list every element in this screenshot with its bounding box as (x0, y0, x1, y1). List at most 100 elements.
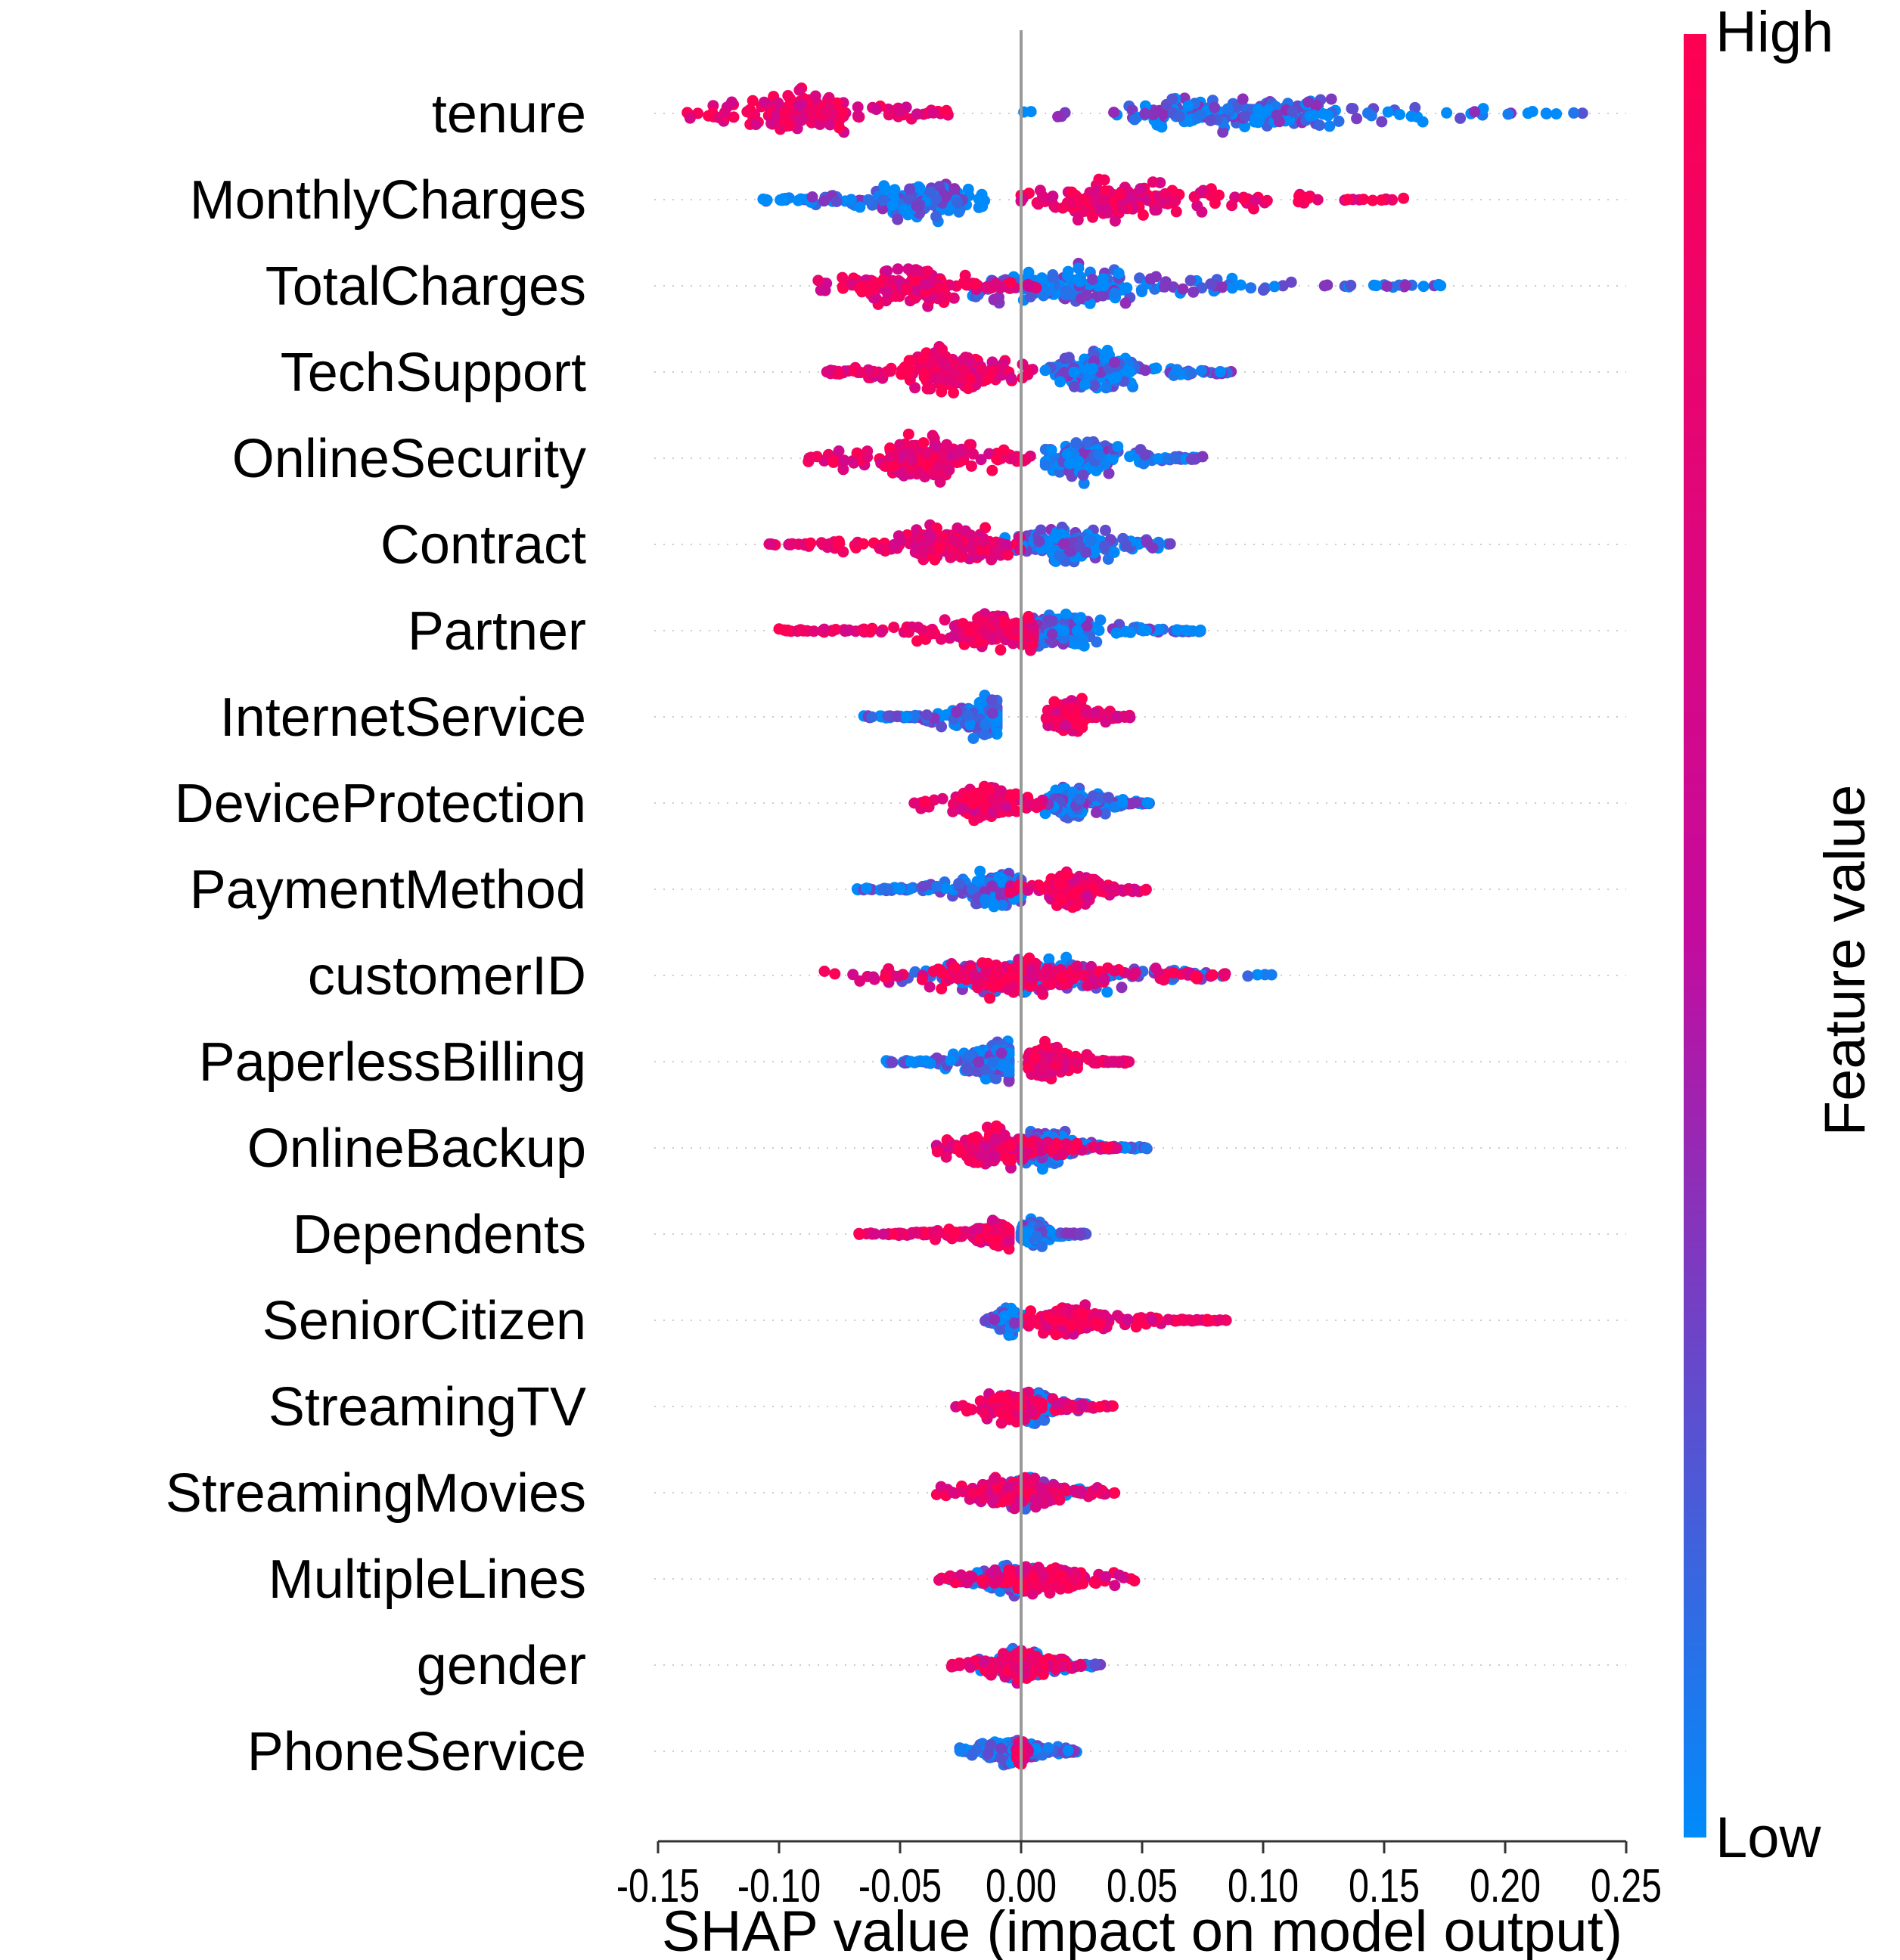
shap-point (979, 729, 991, 740)
shap-point (823, 91, 835, 104)
shap-point (1063, 352, 1075, 364)
shap-point (1023, 266, 1035, 278)
shap-point (886, 200, 899, 211)
shap-point (895, 535, 907, 546)
shap-point (712, 112, 725, 123)
shap-point (1188, 191, 1200, 203)
shap-point (883, 109, 895, 121)
shap-point (770, 108, 782, 120)
shap-point (1061, 448, 1073, 460)
shap-point (805, 537, 817, 549)
shap-point (1195, 109, 1206, 121)
shap-point (921, 447, 933, 459)
feature-row-InternetService (858, 690, 1136, 744)
shap-point (1576, 107, 1588, 119)
shap-point (930, 193, 942, 205)
shap-point (847, 969, 859, 981)
shap-point (1238, 194, 1250, 206)
shap-point (1409, 101, 1421, 113)
shap-point (1085, 535, 1097, 547)
shap-point (961, 792, 973, 804)
shap-point (1025, 106, 1037, 118)
shap-point (952, 1141, 964, 1153)
feature-row-Partner (773, 608, 1206, 656)
shap-point (854, 201, 866, 213)
shap-point (1047, 271, 1059, 284)
shap-point (1059, 366, 1070, 378)
shap-point (921, 460, 933, 472)
shap-point (882, 710, 894, 722)
shap-point (1060, 608, 1072, 620)
shap-point (1138, 457, 1150, 470)
shap-point (987, 1151, 999, 1163)
shap-point (820, 107, 831, 119)
shap-point (967, 733, 979, 744)
shap-point (896, 368, 908, 380)
shap-point (1129, 113, 1141, 126)
shap-point (934, 476, 946, 488)
shap-point (1045, 444, 1057, 456)
shap-point (1117, 202, 1129, 214)
shap-point (1027, 621, 1039, 633)
shap-point (1245, 282, 1257, 294)
shap-point (891, 711, 903, 723)
shap-point (917, 437, 930, 449)
shap-point (1240, 110, 1252, 122)
shap-point (838, 455, 850, 467)
feature-row-tenure (681, 82, 1588, 138)
shap-point (880, 972, 893, 984)
shap-point (1239, 121, 1251, 132)
shap-point (947, 534, 959, 546)
shap-point (1139, 364, 1151, 377)
shap-point (939, 360, 952, 371)
shap-point (1074, 275, 1086, 287)
shap-point (851, 447, 863, 459)
shap-point (1181, 625, 1193, 637)
shap-point (1026, 971, 1038, 983)
shap-point (818, 624, 830, 636)
shap-point (952, 522, 964, 534)
shap-point (1147, 109, 1160, 121)
shap-point (909, 274, 921, 287)
shap-point (808, 625, 820, 637)
shap-point (1139, 448, 1151, 461)
shap-point (1000, 1059, 1012, 1071)
shap-point (1312, 194, 1324, 206)
shap-point (1170, 206, 1182, 218)
shap-point (1184, 274, 1197, 287)
shap-point (927, 107, 939, 119)
shap-point (1147, 176, 1159, 188)
shap-point (981, 374, 993, 386)
shap-point (1150, 362, 1163, 374)
shap-point (773, 623, 785, 635)
shap-point (1113, 1056, 1125, 1068)
shap-point (1087, 211, 1099, 223)
shap-point (829, 968, 841, 980)
shap-point (975, 699, 987, 711)
shap-point (1140, 625, 1152, 637)
shap-point (992, 964, 1004, 976)
shap-point (980, 281, 992, 293)
shap-point (977, 535, 989, 547)
shap-point (975, 364, 987, 376)
shap-point (1020, 454, 1032, 466)
shap-point (990, 1120, 1002, 1132)
shap-point (986, 707, 998, 719)
shap-point (957, 618, 969, 630)
shap-point (1042, 969, 1054, 981)
shap-point (1081, 289, 1093, 301)
shap-point (1112, 441, 1124, 453)
shap-point (1342, 194, 1354, 206)
shap-point (936, 448, 948, 461)
shap-point (888, 622, 900, 634)
shap-point (1023, 1137, 1035, 1149)
shap-point (979, 718, 992, 730)
shap-point (1345, 279, 1357, 291)
shap-point (1001, 539, 1013, 551)
shap-point (1135, 284, 1147, 296)
shap-point (927, 430, 939, 442)
shap-point (1322, 110, 1334, 122)
shap-point (812, 274, 824, 287)
shap-point (1007, 637, 1019, 650)
